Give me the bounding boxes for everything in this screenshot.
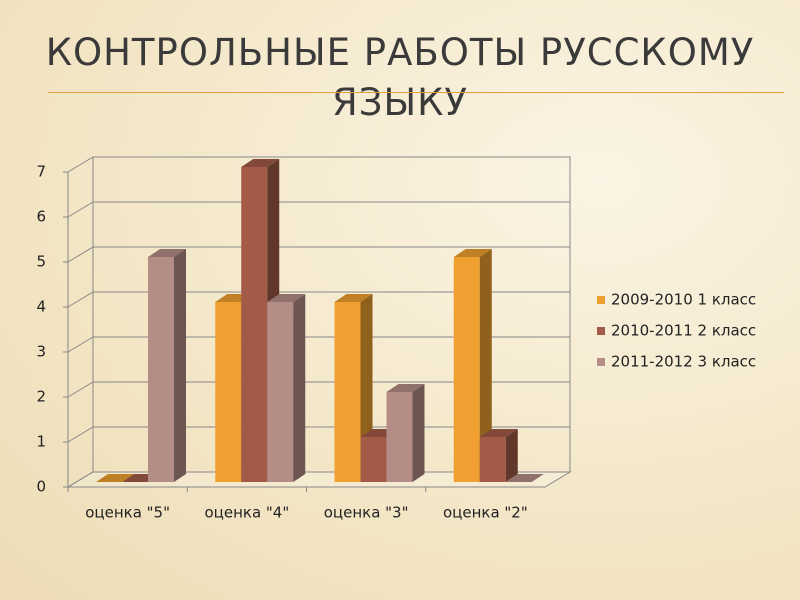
bar [148, 249, 186, 482]
bar [267, 294, 306, 482]
bar-top [386, 384, 425, 392]
x-tick-label: оценка "4" [204, 504, 289, 522]
bar-top [148, 249, 186, 257]
bar-front [334, 302, 361, 482]
legend-swatch [597, 358, 605, 366]
bar-top [267, 294, 306, 302]
bar-front [215, 302, 242, 482]
legend-swatch [597, 327, 605, 335]
bar-top [96, 474, 134, 482]
bar [386, 384, 425, 482]
chart-title: КОНТРОЛЬНЫЕ РАБОТЫ РУССКОМУ ЯЗЫКУ [45, 31, 755, 124]
bar [505, 474, 544, 482]
grid-line [67, 156, 570, 173]
bar [96, 474, 134, 482]
y-tick-label: 1 [36, 433, 46, 451]
bar [453, 249, 492, 482]
bar-top [453, 249, 492, 257]
y-tick-label: 3 [36, 343, 46, 361]
bar-front [148, 257, 174, 482]
x-tick-label: оценка "3" [324, 504, 409, 522]
x-tick-label: оценка "2" [443, 504, 528, 522]
grid-line [67, 291, 570, 308]
y-tick-label: 0 [36, 478, 46, 496]
bar-side [505, 429, 518, 482]
bar-top [241, 159, 280, 167]
bar-front [453, 257, 480, 482]
legend-label: 2010-2011 2 класс [611, 322, 756, 340]
bar-top [334, 294, 373, 302]
bar-top [505, 474, 544, 482]
bar-front [241, 167, 268, 482]
bar [479, 429, 518, 482]
bar-front [267, 302, 294, 482]
bar-side [293, 294, 306, 482]
y-tick-label: 6 [36, 208, 46, 226]
bar-side [412, 384, 425, 482]
bar-front [360, 437, 387, 482]
grid-line [67, 201, 570, 218]
bar-side [174, 249, 186, 482]
legend-swatch [597, 296, 605, 304]
bar-front [386, 392, 413, 482]
bar-side [479, 249, 492, 482]
bar-front [479, 437, 506, 482]
x-tick-label: оценка "5" [85, 504, 170, 522]
legend-label: 2009-2010 1 класс [611, 291, 756, 309]
bar-top [479, 429, 518, 437]
grid-line [67, 246, 570, 263]
y-tick-label: 5 [36, 253, 46, 271]
legend-label: 2011-2012 3 класс [611, 353, 756, 371]
grid-line [67, 381, 570, 398]
y-tick-label: 2 [36, 388, 46, 406]
grid-line [67, 336, 570, 353]
title-rule [48, 92, 784, 93]
y-tick-label: 7 [36, 163, 46, 181]
y-tick-label: 4 [36, 298, 46, 316]
